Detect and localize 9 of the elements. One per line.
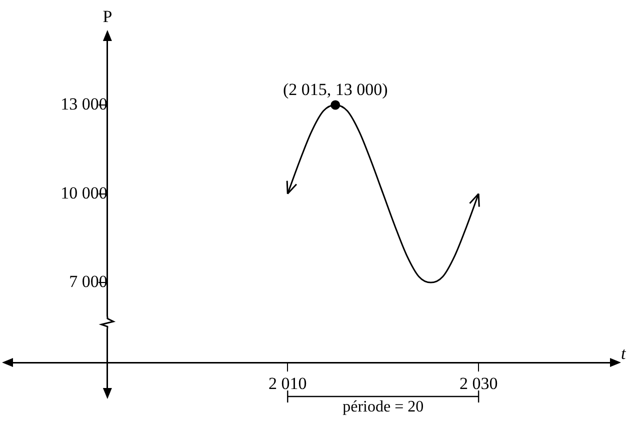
y-tick-label: 7 000 [69,272,108,292]
x-tick-label: 2 030 [459,374,498,394]
y-tick-label: 13 000 [60,94,108,114]
y-tick-label: 10 000 [60,183,108,202]
y-axis-title: P [102,6,112,26]
x-tick-label: 2 010 [268,374,307,394]
x-axis-title: t [621,344,627,363]
annotation: (2 015, 13 000) [282,80,388,99]
text: période = 20 [342,398,424,416]
